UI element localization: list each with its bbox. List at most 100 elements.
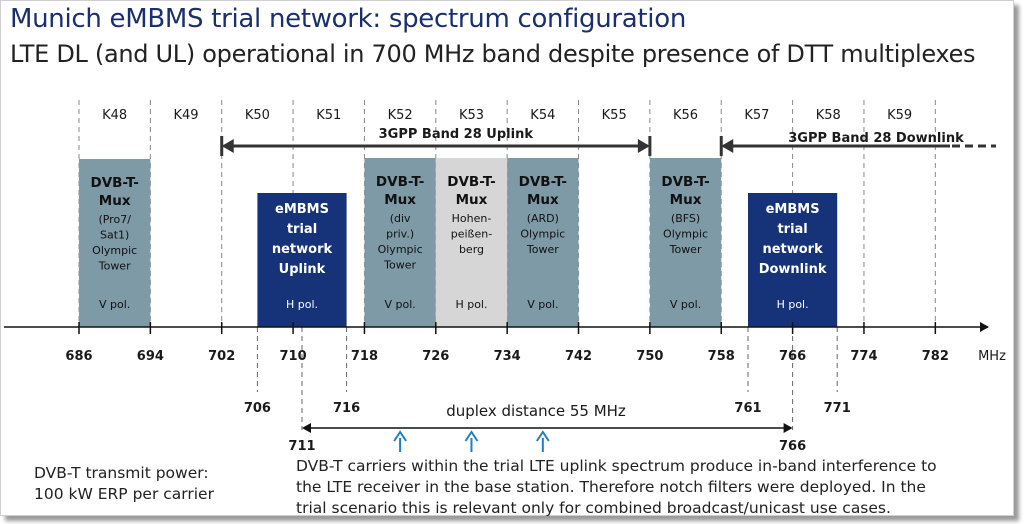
block-polarization: V pol.	[99, 298, 130, 311]
frequency-tick-label: 702	[208, 349, 235, 364]
channel-label: K52	[388, 108, 413, 123]
edge-frequency-label: 761	[734, 401, 761, 416]
uplink-arrowhead-right	[637, 139, 650, 153]
block-detail-line: peißen-	[451, 228, 492, 241]
block-title-line: eMBMS	[766, 202, 820, 217]
uplink-arrowhead-left	[221, 139, 234, 153]
block-polarization: V pol.	[527, 298, 558, 311]
channel-label: K54	[530, 108, 555, 123]
duplex-arrowhead-left	[302, 423, 311, 433]
block-title-line: DVB-T-	[90, 175, 138, 191]
downlink-arrowhead	[721, 139, 734, 153]
block-title-line: DVB-T-	[376, 174, 424, 190]
block-detail-line: (ARD)	[527, 212, 559, 225]
channel-label: K48	[102, 108, 127, 123]
block-title-line: network	[762, 242, 823, 257]
interference-arrowhead	[464, 430, 479, 442]
interference-note-line: the LTE receiver in the base station. Th…	[296, 478, 926, 496]
frequency-tick-label: 766	[779, 349, 806, 364]
power-note-line: DVB-T transmit power:	[34, 464, 209, 482]
block-detail-line: Tower	[383, 259, 416, 272]
block-title-line: DVB-T-	[519, 174, 567, 190]
channel-label: K56	[673, 108, 698, 123]
block-title-line: Mux	[384, 192, 416, 208]
block-embms-ul	[257, 193, 347, 327]
duplex-frequency-label: 766	[779, 439, 806, 454]
block-detail-line: berg	[459, 243, 484, 256]
block-title-line: trial	[287, 222, 317, 237]
duplex-arrowhead-right	[783, 423, 793, 433]
frequency-tick-label: 742	[565, 349, 592, 364]
block-detail-line: priv.)	[386, 228, 414, 241]
block-title-line: Uplink	[279, 262, 326, 277]
block-detail-line: (BFS)	[671, 212, 700, 225]
frequency-tick-label: 734	[494, 349, 521, 364]
block-title-line: Mux	[456, 192, 488, 208]
block-dvb-hohen	[435, 158, 508, 327]
power-note-line: 100 kW ERP per carrier	[34, 485, 214, 503]
duplex-frequency-label: 711	[288, 439, 315, 454]
block-detail-line: Sat1)	[100, 229, 129, 242]
frequency-tick-label: 774	[850, 349, 877, 364]
interference-arrowhead	[393, 430, 407, 442]
block-title-line: network	[272, 242, 333, 257]
block-detail-line: Tower	[526, 243, 559, 256]
channel-label: K49	[174, 108, 199, 123]
block-title-line: DVB-T-	[447, 174, 495, 190]
block-detail-line: Olympic	[663, 228, 708, 241]
edge-frequency-label: 771	[824, 401, 851, 416]
block-title-line: DVB-T-	[661, 174, 709, 190]
interference-arrowhead	[536, 430, 550, 442]
page-title: Munich eMBMS trial network: spectrum con…	[10, 4, 687, 34]
channel-label: K50	[245, 108, 270, 123]
uplink-band-label: 3GPP Band 28 Uplink	[379, 127, 534, 142]
frequency-tick-label: 750	[636, 349, 663, 364]
block-polarization: V pol.	[670, 298, 701, 311]
block-title-line: Downlink	[759, 262, 827, 277]
frequency-tick-label: 726	[422, 349, 449, 364]
block-detail-line: Olympic	[92, 244, 137, 257]
channel-label: K53	[459, 108, 484, 123]
block-title-line: Mux	[527, 192, 559, 208]
block-embms-dl	[748, 193, 838, 327]
channel-label: K59	[887, 108, 912, 123]
frequency-tick-label: 686	[65, 349, 92, 364]
interference-note: DVB-T carriers within the trial LTE upli…	[296, 456, 937, 519]
block-detail-line: (Pro7/	[98, 213, 131, 226]
frequency-tick-label: 718	[351, 349, 378, 364]
block-dvb-bfs	[649, 158, 722, 327]
block-title-line: Mux	[670, 192, 702, 208]
channel-label: K55	[602, 108, 627, 123]
block-title-line: trial	[777, 222, 807, 237]
block-detail-line: Olympic	[520, 228, 565, 241]
edge-frequency-label: 716	[333, 401, 360, 416]
block-detail-line: Olympic	[378, 243, 423, 256]
frequency-tick-label: 758	[708, 349, 735, 364]
block-title-line: eMBMS	[275, 202, 329, 217]
block-title-line: Mux	[99, 193, 131, 209]
frequency-tick-label: 782	[922, 349, 949, 364]
power-note: DVB-T transmit power: 100 kW ERP per car…	[34, 463, 214, 505]
block-polarization: V pol.	[384, 298, 415, 311]
block-dvb-ard	[507, 158, 579, 327]
block-detail-line: Hohen-	[452, 212, 492, 225]
channel-label: K51	[316, 108, 341, 123]
frequency-tick-label: 694	[137, 349, 164, 364]
interference-note-line: trial scenario this is relevant only for…	[296, 499, 891, 517]
interference-note-line: DVB-T carriers within the trial LTE upli…	[296, 457, 937, 475]
block-detail-line: Tower	[669, 243, 702, 256]
block-polarization: H pol.	[455, 298, 487, 311]
frequency-tick-label: 710	[280, 349, 307, 364]
duplex-label: duplex distance 55 MHz	[446, 402, 626, 420]
block-detail-line: (div	[390, 212, 411, 225]
block-dvb-pro7	[79, 159, 151, 327]
edge-frequency-label: 706	[244, 401, 271, 416]
page-subtitle: LTE DL (and UL) operational in 700 MHz b…	[10, 40, 976, 68]
downlink-band-label: 3GPP Band 28 Downlink	[788, 131, 964, 146]
block-dvb-div	[364, 158, 436, 327]
block-detail-line: Tower	[98, 260, 131, 273]
block-polarization: H pol.	[286, 298, 318, 311]
unit-label: MHz	[978, 349, 1006, 364]
block-polarization: H pol.	[777, 298, 809, 311]
